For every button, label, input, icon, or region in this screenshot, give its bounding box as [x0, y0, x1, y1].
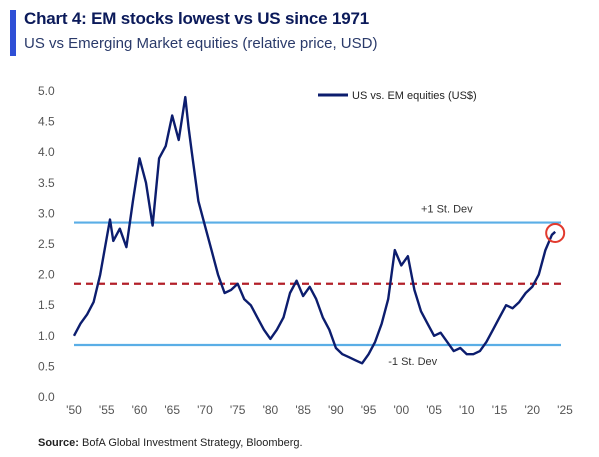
x-tick-label: '75 — [230, 403, 246, 417]
source-text: BofA Global Investment Strategy, Bloombe… — [82, 437, 303, 449]
x-tick-label: '20 — [524, 403, 540, 417]
y-tick-label: 1.0 — [38, 329, 55, 343]
x-tick-label: '90 — [328, 403, 344, 417]
x-tick-label: '50 — [66, 403, 82, 417]
y-tick-label: 1.5 — [38, 298, 55, 312]
x-tick-label: '25 — [557, 403, 573, 417]
x-tick-label: '05 — [426, 403, 442, 417]
source-note: Source: BofA Global Investment Strategy,… — [38, 437, 303, 449]
x-tick-label: '65 — [164, 403, 180, 417]
y-tick-label: 4.5 — [38, 115, 55, 129]
minus-1-stdev-label: -1 St. Dev — [388, 356, 437, 368]
x-tick-label: '00 — [394, 403, 410, 417]
x-tick-label: '70 — [197, 403, 213, 417]
x-tick-label: '55 — [99, 403, 115, 417]
y-tick-label: 3.0 — [38, 206, 55, 220]
title-accent-bar — [10, 10, 16, 56]
highlight-circle — [545, 222, 566, 243]
y-tick-label: 0.5 — [38, 359, 55, 373]
legend-label: US vs. EM equities (US$) — [352, 90, 477, 102]
chart-subtitle: US vs Emerging Market equities (relative… — [24, 35, 378, 52]
y-tick-label: 0.0 — [38, 390, 55, 404]
x-tick-label: '60 — [132, 403, 148, 417]
y-tick-label: 3.5 — [38, 176, 55, 190]
chart-area: 0.0 0.5 1.0 1.5 2.0 2.5 3.0 3.5 4.0 4.5 5.0 '50 '55 '… — [38, 84, 573, 417]
y-tick-label: 5.0 — [38, 84, 55, 98]
x-tick-label: '10 — [459, 403, 475, 417]
chart-title: Chart 4: EM stocks lowest vs US since 19… — [24, 9, 369, 28]
source-label: Source: — [38, 437, 79, 449]
x-tick-label: '95 — [361, 403, 377, 417]
series-line — [72, 95, 557, 365]
plus-1-stdev-label: +1 St. Dev — [421, 204, 473, 216]
y-tick-label: 2.5 — [38, 237, 55, 251]
x-tick-label: '85 — [295, 403, 311, 417]
y-tick-label: 4.0 — [38, 145, 55, 159]
x-tick-label: '15 — [492, 403, 508, 417]
y-tick-label: 2.0 — [38, 268, 55, 282]
x-tick-label: '80 — [263, 403, 279, 417]
